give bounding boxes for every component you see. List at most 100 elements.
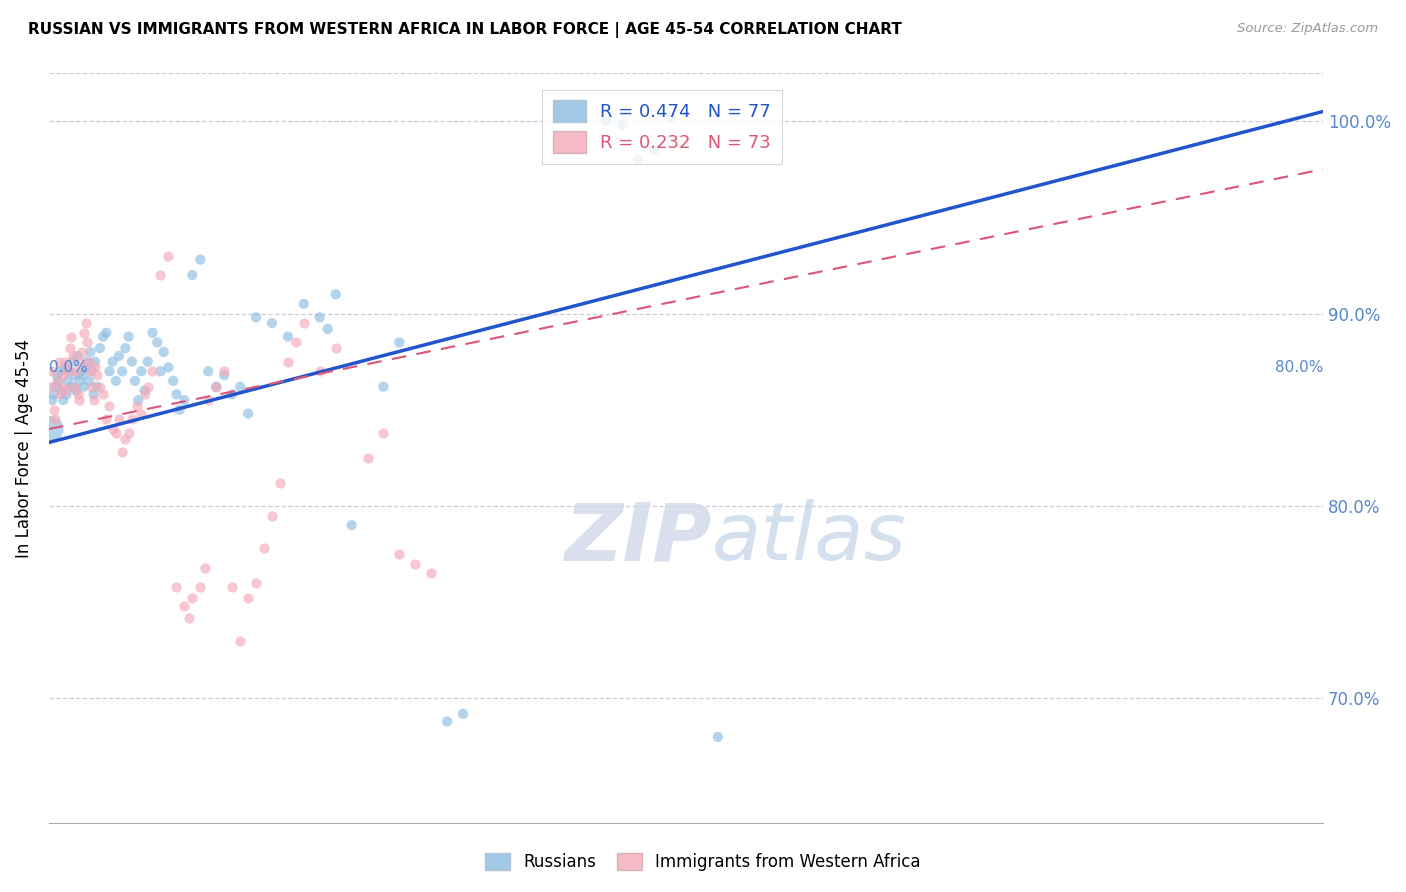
- Point: [205, 379, 228, 393]
- Point: [236, 591, 259, 606]
- Point: [83, 393, 105, 408]
- Point: [162, 374, 184, 388]
- Point: [56, 374, 79, 388]
- Y-axis label: In Labor Force | Age 45-54: In Labor Force | Age 45-54: [15, 339, 32, 558]
- Point: [39, 422, 62, 436]
- Point: [86, 379, 108, 393]
- Point: [141, 364, 163, 378]
- Point: [60, 329, 83, 343]
- Point: [96, 412, 118, 426]
- Point: [72, 345, 94, 359]
- Point: [131, 364, 153, 378]
- Point: [373, 379, 395, 393]
- Point: [76, 335, 98, 350]
- Point: [77, 354, 100, 368]
- Point: [108, 412, 131, 426]
- Point: [194, 560, 217, 574]
- Point: [66, 387, 89, 401]
- Point: [388, 335, 411, 350]
- Point: [65, 384, 87, 398]
- Point: [73, 326, 96, 340]
- Point: [325, 287, 347, 301]
- Point: [134, 384, 156, 398]
- Point: [308, 364, 330, 378]
- Point: [146, 335, 169, 350]
- Point: [73, 379, 96, 393]
- Point: [51, 384, 73, 398]
- Text: atlas: atlas: [711, 500, 907, 577]
- Point: [60, 379, 83, 393]
- Point: [86, 368, 108, 383]
- Point: [181, 268, 204, 282]
- Point: [101, 422, 124, 436]
- Point: [612, 118, 634, 132]
- Point: [98, 364, 121, 378]
- Point: [45, 368, 67, 383]
- Point: [157, 360, 180, 375]
- Point: [49, 387, 72, 401]
- Point: [121, 354, 143, 368]
- Point: [181, 591, 204, 606]
- Point: [173, 393, 195, 408]
- Point: [436, 714, 458, 729]
- Point: [42, 387, 65, 401]
- Point: [111, 445, 134, 459]
- Point: [45, 374, 67, 388]
- Text: Source: ZipAtlas.com: Source: ZipAtlas.com: [1237, 22, 1378, 36]
- Point: [157, 249, 180, 263]
- Point: [39, 379, 62, 393]
- Point: [111, 364, 134, 378]
- Point: [269, 475, 291, 490]
- Point: [205, 379, 228, 393]
- Point: [44, 412, 66, 426]
- Point: [197, 364, 219, 378]
- Point: [67, 374, 90, 388]
- Point: [51, 379, 73, 393]
- Point: [91, 329, 114, 343]
- Point: [212, 364, 235, 378]
- Point: [340, 518, 363, 533]
- Point: [127, 393, 149, 408]
- Point: [420, 566, 443, 581]
- Point: [141, 326, 163, 340]
- Point: [117, 329, 139, 343]
- Point: [52, 368, 75, 383]
- Point: [292, 316, 315, 330]
- Point: [79, 345, 101, 359]
- Point: [260, 508, 283, 523]
- Point: [236, 407, 259, 421]
- Point: [75, 360, 97, 375]
- Point: [72, 368, 94, 383]
- Point: [59, 341, 82, 355]
- Legend: Russians, Immigrants from Western Africa: Russians, Immigrants from Western Africa: [477, 845, 929, 880]
- Point: [104, 374, 127, 388]
- Point: [595, 114, 617, 128]
- Point: [134, 387, 156, 401]
- Point: [98, 399, 121, 413]
- Point: [91, 387, 114, 401]
- Point: [55, 384, 77, 398]
- Point: [101, 354, 124, 368]
- Point: [44, 379, 66, 393]
- Point: [229, 633, 252, 648]
- Point: [75, 316, 97, 330]
- Point: [292, 297, 315, 311]
- Point: [707, 730, 730, 744]
- Point: [114, 432, 136, 446]
- Point: [62, 354, 84, 368]
- Point: [165, 387, 187, 401]
- Point: [80, 379, 103, 393]
- Point: [84, 354, 107, 368]
- Point: [80, 364, 103, 378]
- Point: [131, 407, 153, 421]
- Point: [316, 322, 339, 336]
- Text: RUSSIAN VS IMMIGRANTS FROM WESTERN AFRICA IN LABOR FORCE | AGE 45-54 CORRELATION: RUSSIAN VS IMMIGRANTS FROM WESTERN AFRIC…: [28, 22, 903, 38]
- Point: [253, 541, 276, 556]
- Point: [245, 310, 267, 325]
- Point: [121, 412, 143, 426]
- Point: [67, 393, 90, 408]
- Legend: R = 0.474   N = 77, R = 0.232   N = 73: R = 0.474 N = 77, R = 0.232 N = 73: [543, 89, 782, 164]
- Point: [41, 364, 63, 378]
- Point: [136, 379, 159, 393]
- Point: [284, 335, 307, 350]
